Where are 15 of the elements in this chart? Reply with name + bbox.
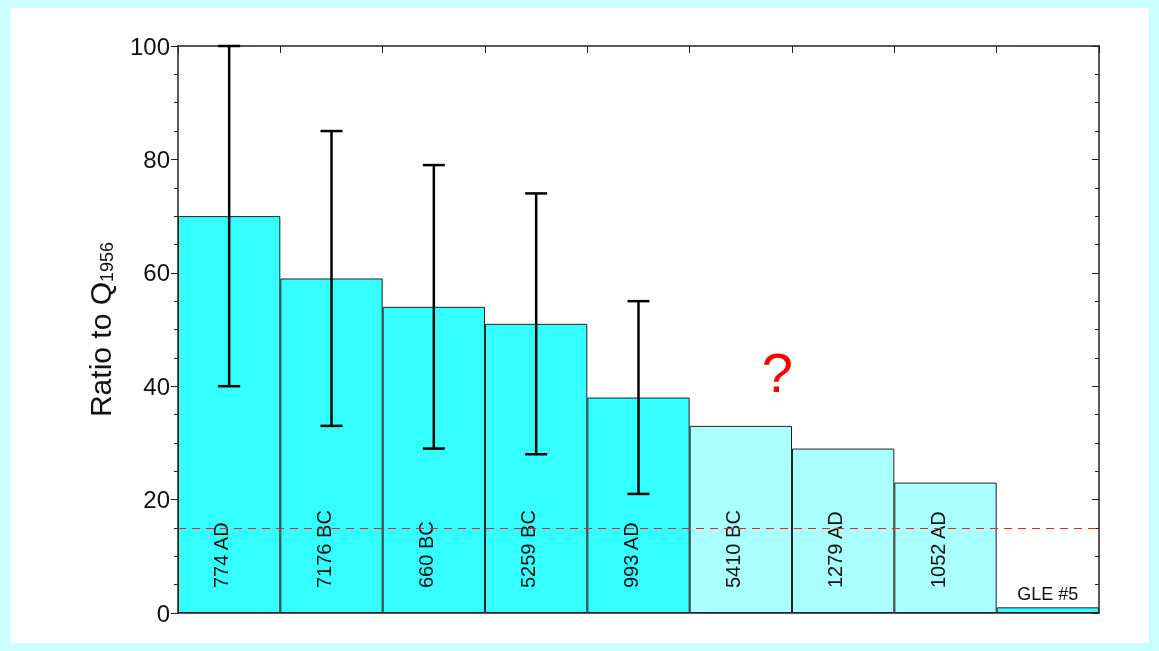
y-tick-label: 100 (129, 32, 170, 60)
y-tick-label: 80 (143, 145, 170, 173)
x-tick-label: GLE #5 (1017, 584, 1079, 605)
x-tick-label: 5259 BC (517, 510, 540, 588)
annotation: ? (761, 341, 793, 405)
y-tick-label: 40 (143, 372, 170, 400)
x-tick-label: 1279 AD (824, 511, 847, 588)
y-tick-label: 0 (156, 599, 170, 627)
y-axis-title: Ratio to Q1956 (83, 241, 117, 418)
x-tick-label: 774 AD (210, 522, 233, 588)
y-tick-label: 20 (143, 486, 170, 514)
y-tick-label: 60 (143, 259, 170, 287)
x-tick-label: 660 BC (414, 521, 437, 588)
x-tick-label: 993 AD (619, 522, 642, 588)
x-tick-label: 1052 AD (926, 511, 949, 588)
